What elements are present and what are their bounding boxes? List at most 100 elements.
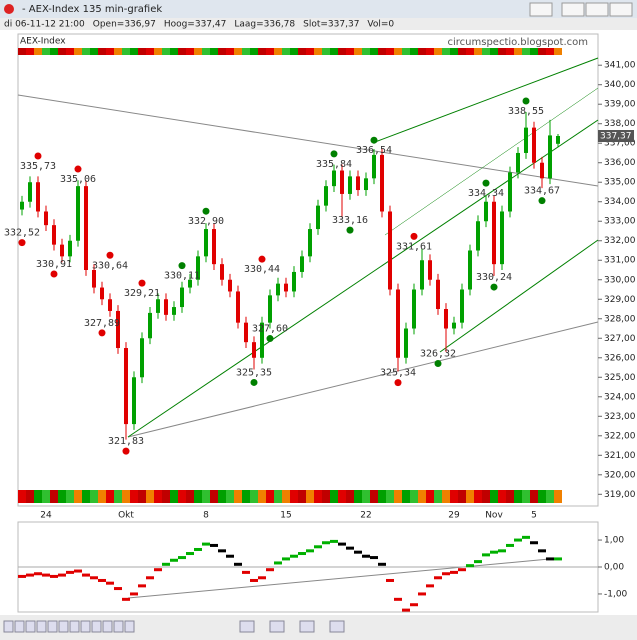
minimize-button[interactable] — [561, 2, 585, 17]
toolbar-button[interactable] — [113, 620, 124, 633]
bottom-strip — [138, 490, 146, 503]
title-bar — [0, 0, 637, 18]
candle-body — [132, 377, 136, 425]
close-button[interactable] — [609, 2, 633, 17]
top-strip — [42, 48, 50, 55]
toolbar-button[interactable] — [329, 620, 345, 633]
candle-body — [260, 322, 264, 358]
candle-body — [156, 299, 160, 313]
trend-line — [127, 321, 599, 438]
bottom-strip — [298, 490, 306, 503]
info-field: di 06-11-12 21:00 — [4, 20, 85, 30]
oscillator-mark — [42, 573, 50, 577]
toolbar-button[interactable] — [124, 620, 135, 633]
info-bar — [0, 18, 637, 30]
candle-body — [84, 186, 88, 270]
oscillator-mark — [186, 552, 194, 556]
toolbar-button[interactable] — [58, 620, 69, 633]
info-field: Vol=0 — [367, 20, 394, 30]
toolbar-button[interactable] — [91, 620, 102, 633]
top-strip — [314, 48, 322, 55]
bottom-strip — [50, 490, 58, 503]
maximize-button[interactable] — [585, 2, 609, 17]
candle-body — [220, 264, 224, 280]
bottom-strip — [434, 490, 442, 503]
toolbar-button[interactable] — [14, 620, 25, 633]
candle-body — [460, 289, 464, 323]
bottom-strip — [130, 490, 138, 503]
top-strip — [450, 48, 458, 55]
oscillator-mark — [258, 576, 266, 580]
toolbar-button[interactable] — [80, 620, 91, 633]
top-strip — [426, 48, 434, 55]
top-strip — [26, 48, 34, 55]
top-strip — [50, 48, 58, 55]
oscillator-mark — [242, 570, 250, 574]
oscillator-mark — [234, 562, 242, 566]
bottom-strip — [274, 490, 282, 503]
pivot-dot — [98, 329, 106, 337]
candle-body — [236, 291, 240, 323]
oscillator-mark — [90, 576, 98, 580]
toolbar-button[interactable] — [269, 620, 285, 633]
y-tick-label: 341,00 — [604, 61, 636, 71]
bottom-strip — [42, 490, 50, 503]
candle-body — [244, 322, 248, 343]
candle-body — [76, 186, 80, 241]
pivot-dot — [106, 251, 114, 259]
oscillator-mark — [338, 542, 346, 546]
candle-body — [436, 279, 440, 310]
top-strip — [434, 48, 442, 55]
candle-body — [412, 289, 416, 329]
bottom-strip — [74, 490, 82, 503]
top-strip — [282, 48, 290, 55]
toolbar-button[interactable] — [36, 620, 47, 633]
bottom-strip — [362, 490, 370, 503]
oscillator-mark — [298, 552, 306, 556]
candle-body — [204, 229, 208, 257]
candle-body — [172, 307, 176, 315]
toolbar-button[interactable] — [299, 620, 315, 633]
window-buttons[interactable] — [529, 2, 633, 17]
candle-body — [180, 287, 184, 308]
oscillator-mark — [538, 549, 546, 553]
y-tick-label: -1,00 — [604, 589, 628, 599]
bottom-strip — [394, 490, 402, 503]
oscillator-mark — [554, 557, 562, 561]
candle-body — [36, 182, 40, 212]
oscillator-mark — [170, 558, 178, 562]
y-tick-label: 327,00 — [604, 334, 636, 344]
candle-body — [372, 154, 376, 179]
y-tick-label: 338,00 — [604, 119, 636, 129]
top-strip — [210, 48, 218, 55]
top-strip — [250, 48, 258, 55]
bottom-strip — [450, 490, 458, 503]
bottom-strip — [530, 490, 538, 503]
bottom-strip — [170, 490, 178, 503]
toolbar-button[interactable] — [102, 620, 113, 633]
candle-body — [556, 136, 560, 144]
oscillator-mark — [378, 562, 386, 566]
candle-body — [116, 310, 120, 349]
candle-body — [108, 299, 112, 311]
oscillator-mark — [282, 557, 290, 561]
tool-button[interactable] — [529, 2, 553, 17]
oscillator-mark — [530, 541, 538, 545]
toolbar-button[interactable] — [239, 620, 255, 633]
top-strip — [154, 48, 162, 55]
x-tick-label: 22 — [360, 511, 371, 521]
toolbar-button[interactable] — [3, 620, 14, 633]
oscillator-mark — [402, 608, 410, 612]
oscillator-panel — [0, 515, 637, 615]
pivot-dot — [74, 165, 82, 173]
bottom-strip — [178, 490, 186, 503]
toolbar-button[interactable] — [25, 620, 36, 633]
y-tick-label: 321,00 — [604, 451, 636, 461]
pivot-label: 334,34 — [468, 188, 504, 199]
bottom-strip — [154, 490, 162, 503]
plot-frame — [17, 33, 599, 507]
toolbar-button[interactable] — [47, 620, 58, 633]
pivot-label: 338,55 — [508, 106, 544, 117]
top-strip — [514, 48, 522, 55]
toolbar-button[interactable] — [69, 620, 80, 633]
